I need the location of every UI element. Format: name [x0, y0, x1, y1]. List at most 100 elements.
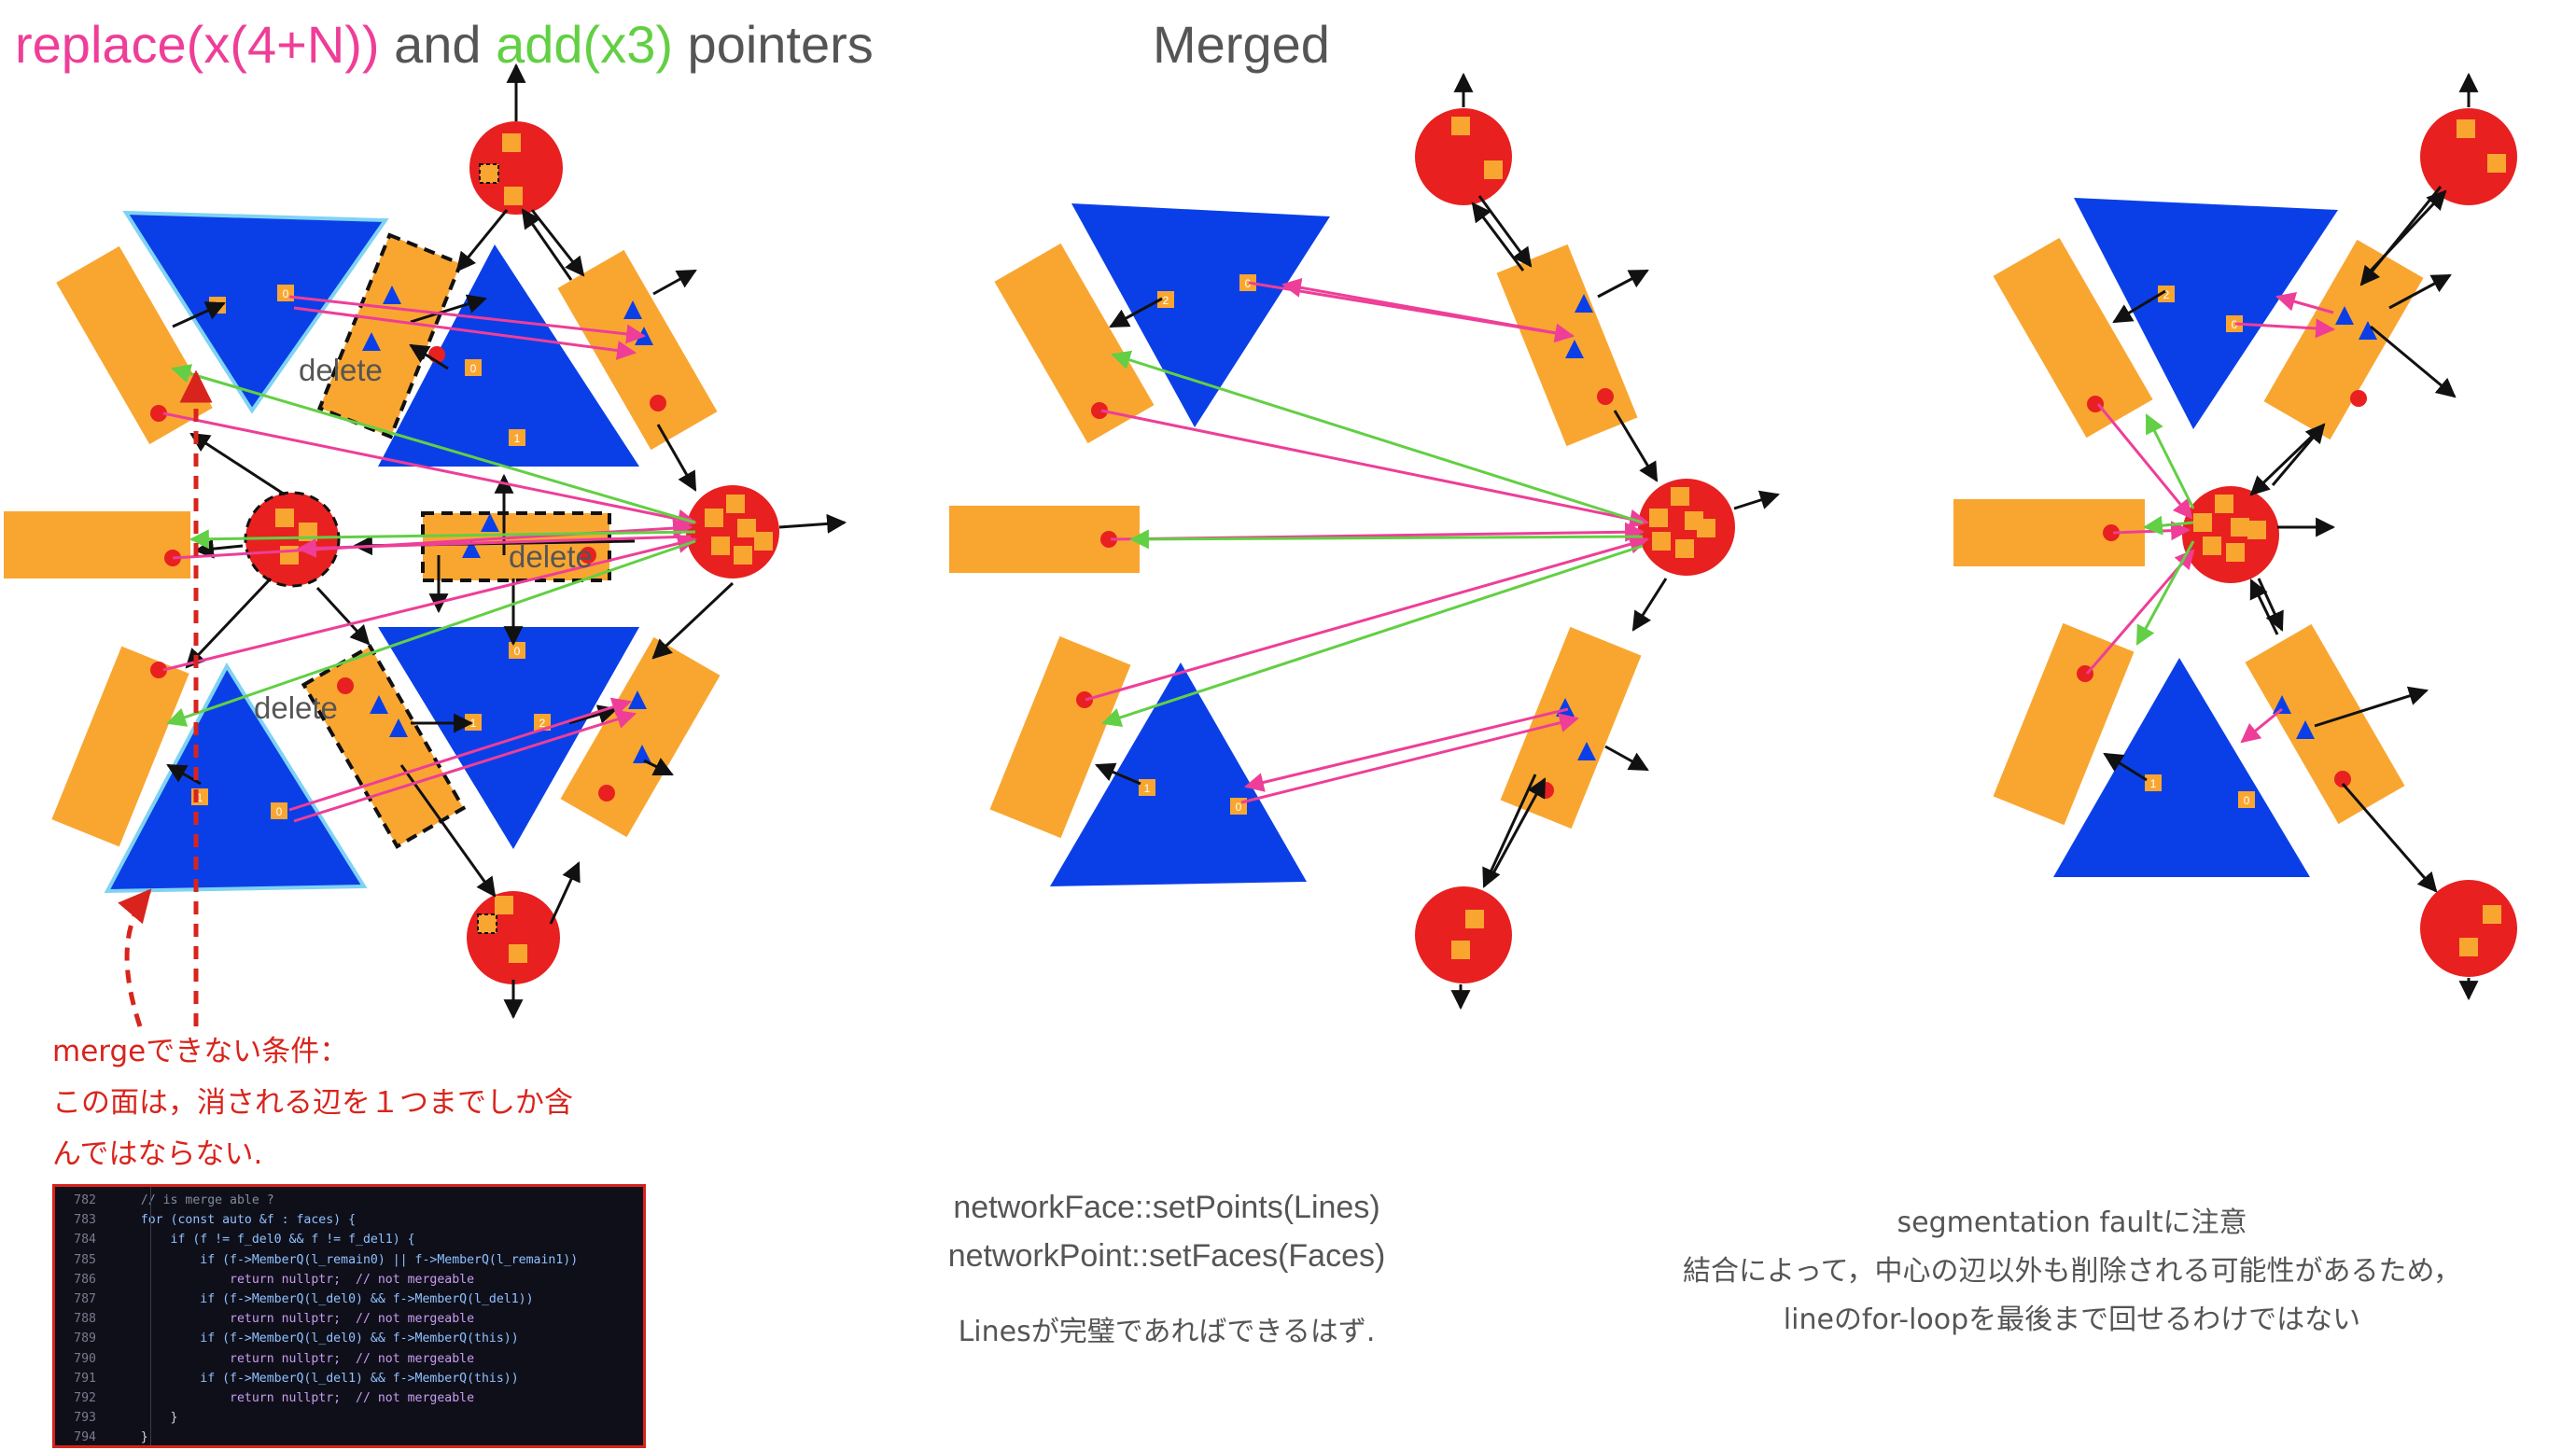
note-line: んではならない. — [52, 1137, 263, 1171]
title-add: add(x3) — [496, 15, 673, 74]
face-triangle — [1050, 662, 1307, 886]
code-line-number: 790 — [74, 1351, 96, 1366]
line-edge — [56, 245, 213, 445]
line-edge — [1993, 622, 2135, 826]
diagram-title: replace(x(4+N)) and add(x3) pointers — [15, 19, 874, 71]
svg-text:1: 1 — [197, 791, 203, 804]
code-line: 784 if (f != f_del0 && f != f_del1) { — [55, 1230, 643, 1249]
code-lines: 782 // is merge able ? 783 for (const aut… — [55, 1191, 643, 1445]
caption-line: networkFace::setPoints(Lines) — [953, 1190, 1380, 1225]
code-line: 782 // is merge able ? — [55, 1191, 643, 1210]
note-line: この面は，消される辺を１つまでしか含 — [52, 1086, 573, 1120]
middle-caption: networkFace::setPoints(Lines) networkPoi… — [905, 1183, 1428, 1280]
caption-line: 結合によって，中心の辺以外も削除される可能性があるため， — [1683, 1255, 2461, 1288]
merged-title: Merged — [1153, 15, 1330, 74]
line-edge — [557, 249, 718, 451]
code-line: 787 if (f->MemberQ(l_del0) && f->MemberQ… — [55, 1290, 643, 1309]
title-and: and — [379, 15, 497, 74]
line-edge — [4, 511, 190, 579]
face-triangle — [2053, 658, 2310, 877]
svg-text:1: 1 — [514, 432, 521, 445]
right-diagram: 2 0 1 0 — [1953, 72, 2517, 1001]
caption-line: networkPoint::setFaces(Faces) — [947, 1238, 1386, 1274]
code-line: 789 if (f->MemberQ(l_del0) && f->MemberQ… — [55, 1329, 643, 1348]
svg-text:0: 0 — [1236, 801, 1242, 814]
code-line-number: 789 — [74, 1331, 96, 1346]
code-line: 794 } — [55, 1428, 643, 1445]
code-line: 793 } — [55, 1408, 643, 1428]
svg-text:1: 1 — [1144, 782, 1151, 795]
code-line-text: if (f != f_del0 && f != f_del1) { — [111, 1233, 415, 1248]
code-line-text: if (f->MemberQ(l_del0) && f->MemberQ(thi… — [111, 1331, 519, 1346]
code-line-number: 794 — [74, 1430, 96, 1445]
title-pointers: pointers — [673, 15, 874, 74]
svg-text:2: 2 — [2163, 288, 2170, 301]
code-line-text: return nullptr; // not mergeable — [111, 1272, 475, 1287]
code-line: 788 return nullptr; // not mergeable — [55, 1309, 643, 1329]
code-line-number: 784 — [74, 1233, 96, 1248]
title-replace: replace(x(4+N)) — [15, 15, 380, 74]
svg-text:0: 0 — [1245, 277, 1252, 290]
code-line-number: 785 — [74, 1252, 96, 1267]
right-caption: segmentation faultに注意 結合によって，中心の辺以外も削除され… — [1587, 1199, 2557, 1345]
code-line-text: } — [111, 1430, 148, 1445]
line-edge — [2263, 239, 2424, 440]
svg-text:0: 0 — [514, 645, 521, 658]
code-line-number: 792 — [74, 1391, 96, 1406]
svg-text:1: 1 — [470, 717, 477, 730]
delete-label: delete — [299, 353, 383, 387]
svg-text:1: 1 — [2150, 777, 2157, 790]
code-line-text: return nullptr; // not mergeable — [111, 1312, 475, 1327]
line-edge — [994, 243, 1155, 444]
code-line-number: 788 — [74, 1312, 96, 1327]
left-diagram: 2 0 0 1 0 1 2 1 0 — [4, 63, 847, 1027]
code-line: 791 if (f->MemberQ(l_del1) && f->MemberQ… — [55, 1369, 643, 1388]
face-triangle — [122, 210, 389, 414]
code-line: 785 if (f->MemberQ(l_remain0) || f->Memb… — [55, 1250, 643, 1270]
code-line-text: if (f->MemberQ(l_remain0) || f->MemberQ(… — [111, 1252, 579, 1267]
code-line-text: // is merge able ? — [111, 1193, 274, 1207]
middle-caption-note: Linesが完璧であればできるはず. — [958, 1316, 1376, 1348]
code-line: 786 return nullptr; // not mergeable — [55, 1270, 643, 1290]
code-line-number: 782 — [74, 1193, 96, 1207]
point-node — [1415, 108, 1512, 205]
code-line-text: if (f->MemberQ(l_del0) && f->MemberQ(l_d… — [111, 1292, 534, 1307]
code-line-number: 786 — [74, 1272, 96, 1287]
code-line-text: return nullptr; // not mergeable — [111, 1391, 475, 1406]
code-line-text: for (const auto &f : faces) { — [111, 1213, 357, 1228]
point-node — [2420, 880, 2517, 977]
code-snippet-panel: 782 // is merge able ? 783 for (const aut… — [52, 1184, 646, 1448]
face-triangle — [378, 627, 639, 849]
delete-label: delete — [509, 539, 593, 574]
svg-text:2: 2 — [539, 717, 546, 730]
face-triangle — [2074, 198, 2338, 429]
point-node — [2420, 108, 2517, 205]
line-edge — [560, 636, 721, 838]
svg-text:2: 2 — [1163, 294, 1169, 307]
code-line: 783 for (const auto &f : faces) { — [55, 1210, 643, 1230]
svg-text:0: 0 — [276, 805, 283, 818]
line-edge — [989, 635, 1131, 839]
face-triangle — [378, 244, 639, 467]
code-line: 790 return nullptr; // not mergeable — [55, 1349, 643, 1369]
face-triangle — [1071, 203, 1330, 427]
line-edge — [1500, 626, 1642, 830]
delete-label: delete — [254, 690, 338, 725]
svg-text:0: 0 — [2244, 794, 2250, 807]
line-edge — [1993, 237, 2153, 439]
code-line-number: 793 — [74, 1411, 96, 1426]
code-line-text: return nullptr; // not mergeable — [111, 1351, 475, 1366]
code-line-text: if (f->MemberQ(l_del1) && f->MemberQ(thi… — [111, 1371, 519, 1386]
note-line: mergeできない条件： — [52, 1035, 349, 1068]
code-line-number: 787 — [74, 1292, 96, 1307]
code-line-text: } — [111, 1411, 178, 1426]
code-line: 792 return nullptr; // not mergeable — [55, 1388, 643, 1408]
code-line-number: 791 — [74, 1371, 96, 1386]
caption-line: lineのfor-loopを最後まで回せるわけではない — [1783, 1304, 2361, 1336]
merge-condition-note: mergeできない条件： この面は，消される辺を１つまでしか含 んではならない. — [52, 1026, 573, 1180]
code-gutter — [150, 1187, 151, 1445]
point-node — [469, 121, 563, 215]
caption-line: segmentation faultに注意 — [1897, 1206, 2247, 1239]
middle-diagram: 2 0 1 0 — [949, 72, 1781, 1011]
